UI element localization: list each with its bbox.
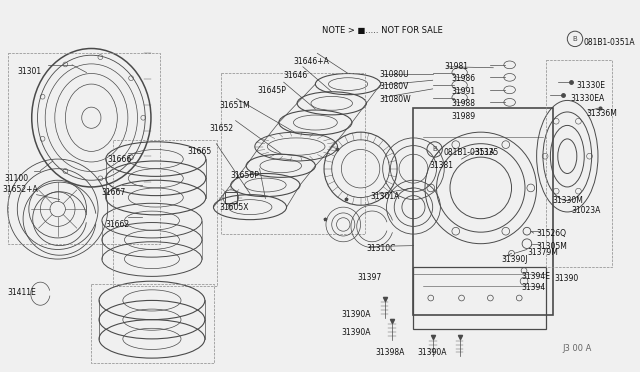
Text: 31652: 31652 [210, 125, 234, 134]
Text: J3 00 A: J3 00 A [563, 344, 592, 353]
Text: 31981: 31981 [444, 62, 468, 71]
Text: 31379M: 31379M [528, 247, 559, 257]
Text: 31989: 31989 [451, 112, 475, 121]
Bar [413, 108, 553, 315]
Text: 31305M: 31305M [536, 242, 568, 251]
Text: 31310C: 31310C [366, 244, 396, 253]
Text: 31656P: 31656P [231, 171, 260, 180]
Text: 31988: 31988 [451, 99, 475, 109]
Text: NOTE > ■..... NOT FOR SALE: NOTE > ■..... NOT FOR SALE [322, 26, 443, 35]
Text: 31301: 31301 [17, 67, 42, 76]
Text: 31646: 31646 [284, 71, 308, 80]
Text: 31390J: 31390J [501, 255, 527, 264]
Text: 31080U: 31080U [380, 70, 410, 78]
Text: 31652+A: 31652+A [3, 185, 38, 194]
Text: 31605X: 31605X [220, 203, 249, 212]
Text: 31394E: 31394E [521, 272, 550, 280]
Text: B: B [573, 36, 577, 42]
Text: 31397: 31397 [358, 273, 382, 282]
Text: 081B1-0351A: 081B1-0351A [584, 38, 636, 47]
Bar [546, 60, 612, 267]
Bar [225, 192, 237, 203]
Text: 31100: 31100 [5, 174, 29, 183]
Text: 081B1-0351A: 081B1-0351A [444, 148, 495, 157]
Text: 31398A: 31398A [375, 347, 404, 356]
Text: 31330M: 31330M [553, 196, 584, 205]
Bar [8, 53, 159, 244]
Text: 31301A: 31301A [370, 192, 399, 201]
Text: 31390: 31390 [555, 273, 579, 282]
Text: 31390A: 31390A [417, 347, 447, 356]
Text: 31336M: 31336M [586, 109, 618, 118]
Text: 31330EA: 31330EA [570, 94, 604, 103]
Text: 31390A: 31390A [341, 328, 371, 337]
Text: 31080W: 31080W [380, 94, 412, 104]
Bar [221, 73, 365, 234]
Text: 31023A: 31023A [571, 206, 600, 215]
Text: 31645P: 31645P [258, 86, 287, 95]
Text: 31991: 31991 [451, 87, 475, 96]
Text: 31335: 31335 [474, 148, 499, 157]
Text: 31666: 31666 [108, 155, 132, 164]
Bar [413, 267, 546, 329]
Text: 31662: 31662 [106, 219, 130, 229]
Text: B: B [432, 147, 437, 153]
Text: 31411E: 31411E [8, 288, 36, 297]
Text: 31394: 31394 [521, 283, 545, 292]
Text: 31667: 31667 [101, 188, 125, 197]
Text: 31080V: 31080V [380, 82, 409, 91]
Bar [92, 284, 214, 363]
Bar [113, 140, 218, 286]
Text: 31390A: 31390A [341, 310, 371, 319]
Text: 31986: 31986 [451, 74, 475, 83]
Text: 31646+A: 31646+A [293, 57, 329, 66]
Text: 31381: 31381 [430, 161, 454, 170]
Text: 31651M: 31651M [220, 102, 250, 110]
Text: 31665: 31665 [188, 147, 212, 155]
Text: 31526Q: 31526Q [536, 229, 566, 238]
Text: 31330E: 31330E [576, 81, 605, 90]
